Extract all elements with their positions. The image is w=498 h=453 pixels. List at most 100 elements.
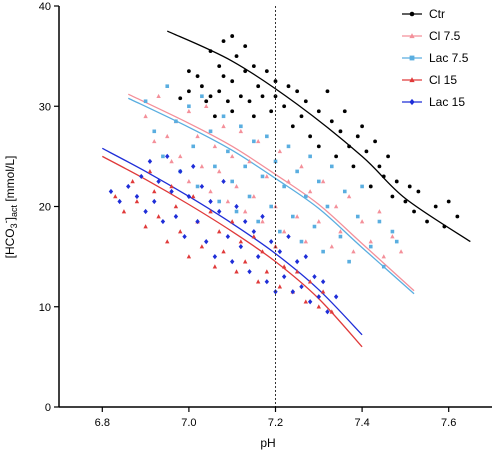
point-lac-15 [303,254,309,260]
point-lac-7-5 [286,144,291,149]
point-cl-15 [134,199,140,204]
point-cl-7-5 [208,189,213,194]
point-cl-15 [242,259,248,264]
point-lac-7-5 [282,184,286,189]
point-lac-7-5 [152,129,157,134]
y-tick-label: 20 [39,202,51,214]
point-ctr [407,184,412,189]
point-ctr [251,114,256,119]
point-lac-15 [199,183,205,190]
point-ctr [329,119,334,124]
legend-marker [409,98,415,106]
point-lac-7-5 [299,239,304,244]
point-lac-15 [255,254,261,260]
point-lac-7-5 [174,119,178,124]
point-lac-15 [238,244,244,250]
point-ctr [416,189,421,194]
point-ctr [230,79,235,84]
point-cl-7-5 [230,153,235,159]
point-cl-7-5 [238,128,244,134]
point-cl-7-5 [390,234,395,239]
point-ctr [316,144,321,149]
point-lac-7-5 [329,164,334,169]
point-lac-15 [204,238,209,245]
point-cl-15 [234,269,239,274]
point-cl-7-5 [346,194,352,199]
point-cl-15 [307,279,313,284]
point-lac-7-5 [325,204,330,209]
point-cl-7-5 [178,153,183,159]
point-cl-15 [221,249,226,254]
point-ctr [260,94,265,99]
point-lac-15 [333,294,339,300]
point-ctr [243,69,248,74]
legend-label: Ctr [429,7,445,21]
point-cl-7-5 [242,209,248,214]
point-lac-15 [143,208,148,215]
point-lac-15 [221,178,226,185]
point-lac-15 [195,218,200,225]
point-lac-15 [281,274,287,280]
point-cl-15 [165,239,170,244]
point-lac-15 [234,203,239,210]
x-tick-label: 7.6 [441,417,456,429]
point-lac-15 [139,173,144,180]
point-lac-7-5 [200,94,204,99]
point-lac-15 [152,198,157,205]
legend-label: Lac 15 [429,95,465,109]
legend-item-cl-15: Cl 15 [402,73,457,87]
point-lac-7-5 [368,244,373,249]
point-ctr [187,69,191,74]
point-ctr [386,154,390,159]
point-ctr [381,174,386,179]
point-lac-15 [264,279,270,285]
point-ctr [195,74,200,79]
point-cl-7-5 [329,244,334,249]
point-cl-7-5 [199,164,205,169]
point-ctr [199,84,204,89]
point-lac-15 [290,289,296,295]
point-cl-7-5 [398,249,404,254]
point-cl-15 [277,284,283,289]
point-ctr [347,144,352,149]
point-lac-15 [147,158,153,164]
legend-label: Cl 7.5 [429,29,461,43]
point-cl-7-5 [294,214,300,219]
x-tick-label: 7.0 [181,417,196,429]
point-cl-15 [238,239,244,244]
point-ctr [334,154,339,159]
point-lac-15 [307,299,313,305]
point-lac-15 [186,193,192,200]
point-ctr [273,79,278,84]
point-lac-7-5 [394,239,399,244]
point-ctr [290,124,295,129]
point-cl-15 [294,269,300,274]
point-lac-15 [169,188,174,195]
point-lac-7-5 [390,229,395,234]
point-cl-15 [113,194,118,199]
point-cl-7-5 [351,249,356,254]
point-lac-7-5 [239,124,243,129]
point-cl-15 [208,209,213,214]
point-ctr [433,204,438,209]
point-ctr [403,199,408,204]
fit-curve-ctr [166,30,471,243]
point-cl-15 [255,279,261,284]
point-lac-15 [212,254,218,260]
y-tick-label: 0 [45,402,51,414]
point-cl-7-5 [316,219,321,224]
y-tick-label: 10 [39,302,51,314]
point-ctr [308,134,313,139]
point-lac-7-5 [273,159,278,164]
point-ctr [342,109,347,114]
point-ctr [412,209,416,214]
y-tick-label: 30 [39,101,51,113]
point-cl-7-5 [165,133,170,139]
fit-curve-lac-15 [101,147,363,336]
point-cl-7-5 [195,133,200,139]
point-lac-7-5 [213,164,217,169]
point-ctr [230,34,235,38]
point-ctr [446,199,451,204]
point-lac-15 [217,208,222,215]
